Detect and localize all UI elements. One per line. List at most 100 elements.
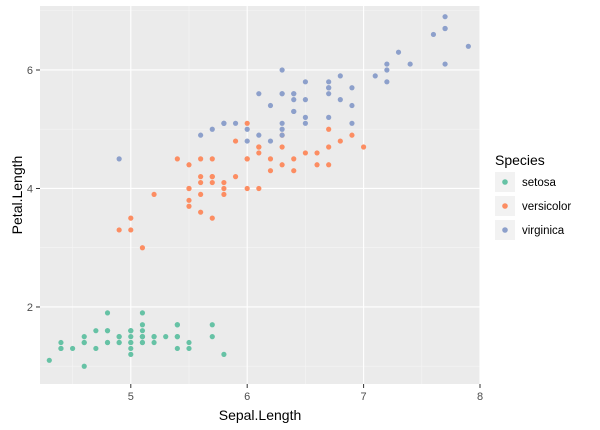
point-virginica (349, 85, 355, 91)
point-versicolor (128, 215, 134, 221)
y-tick-label: 2 (27, 302, 33, 314)
point-setosa (209, 334, 215, 340)
point-virginica (337, 73, 343, 79)
point-versicolor (174, 156, 180, 162)
point-virginica (232, 120, 239, 126)
point-setosa (221, 351, 227, 357)
point-versicolor (186, 185, 192, 192)
point-virginica (209, 126, 215, 132)
point-virginica (256, 91, 262, 97)
point-versicolor (198, 156, 204, 162)
point-setosa (151, 339, 157, 346)
point-virginica (442, 14, 448, 20)
point-virginica (244, 126, 250, 132)
point-setosa (81, 339, 87, 346)
series-virginica (116, 14, 471, 162)
point-virginica (395, 49, 402, 55)
point-virginica (279, 120, 285, 126)
point-virginica (221, 120, 227, 126)
point-versicolor (116, 227, 122, 233)
point-setosa (104, 310, 111, 316)
point-virginica (442, 25, 448, 32)
point-versicolor (256, 185, 262, 192)
point-versicolor (326, 144, 332, 150)
point-versicolor (221, 179, 227, 186)
point-versicolor (349, 132, 355, 138)
point-setosa (128, 328, 134, 334)
point-virginica (326, 91, 332, 97)
point-versicolor (256, 144, 262, 150)
point-setosa (116, 334, 122, 340)
point-virginica (116, 156, 122, 162)
point-versicolor (232, 174, 239, 180)
point-versicolor (221, 185, 227, 192)
point-virginica (326, 114, 332, 120)
series-versicolor (116, 120, 367, 251)
point-setosa (128, 345, 134, 352)
point-virginica (291, 108, 297, 115)
point-setosa (46, 357, 52, 363)
point-setosa (174, 334, 180, 340)
point-versicolor (209, 156, 215, 162)
point-virginica (302, 120, 308, 126)
point-setosa (186, 345, 192, 352)
point-versicolor (209, 174, 215, 180)
legend-label-setosa: setosa (522, 177, 556, 189)
point-setosa (81, 363, 87, 369)
point-versicolor (326, 162, 332, 168)
point-versicolor (314, 150, 320, 156)
point-versicolor (360, 144, 367, 150)
point-setosa (128, 351, 134, 357)
point-virginica (407, 61, 413, 67)
point-setosa (93, 345, 99, 352)
point-setosa (139, 334, 146, 340)
legend-key-dot-virginica (502, 227, 508, 233)
point-setosa (116, 339, 122, 346)
point-versicolor (302, 150, 308, 156)
point-virginica (256, 132, 262, 138)
point-setosa (139, 328, 146, 334)
x-tick-label: 7 (361, 391, 367, 403)
x-tick-label: 5 (128, 391, 134, 403)
point-setosa (163, 334, 169, 340)
point-versicolor (209, 179, 215, 186)
y-tick-label: 6 (27, 65, 33, 77)
point-virginica (198, 132, 204, 138)
legend-title: Species (495, 152, 545, 168)
point-virginica (337, 97, 343, 103)
tick-labels: 5 6 7 8 2 4 6 (27, 65, 483, 403)
point-setosa (104, 339, 111, 346)
point-setosa (81, 334, 87, 340)
x-axis-title: Sepal.Length (219, 407, 302, 423)
point-versicolor (198, 174, 204, 180)
point-virginica (349, 102, 355, 109)
y-axis-title: Petal.Length (9, 156, 25, 235)
point-virginica (244, 138, 250, 144)
point-setosa (174, 345, 180, 352)
point-virginica (279, 91, 285, 97)
point-setosa (58, 345, 64, 352)
y-tick-label: 4 (27, 183, 33, 195)
point-virginica (430, 31, 437, 38)
point-virginica (279, 67, 285, 73)
series-setosa (46, 310, 227, 369)
legend-items: setosa versicolor virginica (495, 172, 571, 240)
point-versicolor (244, 120, 250, 126)
point-virginica (279, 132, 285, 138)
point-versicolor (267, 156, 274, 162)
point-setosa (139, 339, 146, 346)
point-setosa (58, 339, 64, 346)
point-versicolor (186, 162, 192, 168)
axis-ticks (36, 69, 481, 388)
point-virginica (384, 61, 390, 67)
point-virginica (267, 138, 274, 144)
point-versicolor (279, 144, 285, 150)
point-versicolor (232, 138, 239, 144)
legend-label-versicolor: versicolor (522, 201, 571, 213)
point-versicolor (267, 168, 274, 174)
point-virginica (465, 43, 471, 49)
point-versicolor (256, 150, 262, 156)
point-setosa (209, 322, 215, 328)
legend-label-virginica: virginica (522, 225, 565, 237)
